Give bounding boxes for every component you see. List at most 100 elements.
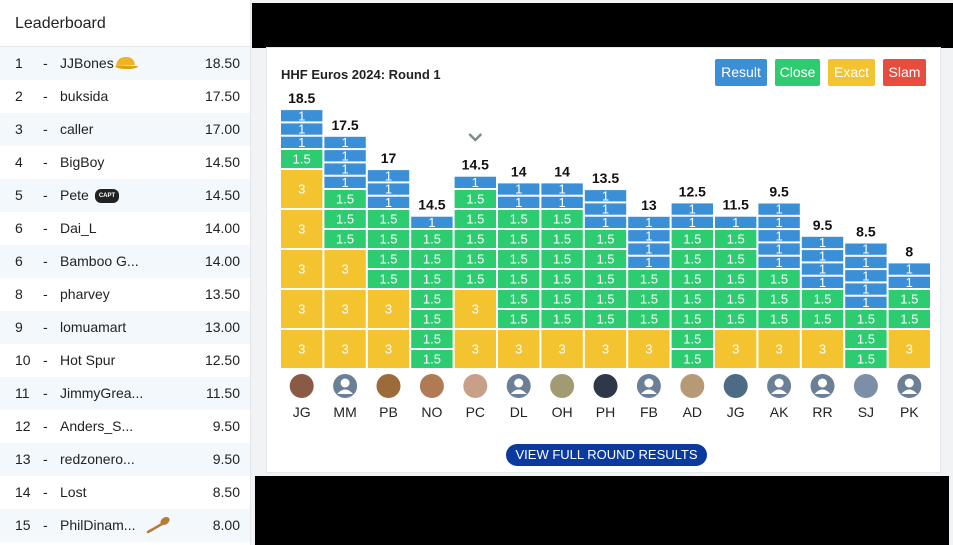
chart-segment (280, 135, 324, 149)
player-name: JJBones (60, 55, 114, 71)
chart-segment (540, 209, 584, 229)
segment-label: 1.5 (683, 312, 701, 327)
chart-segment (757, 329, 801, 369)
leaderboard-row[interactable]: 5 - Pete 14.50 CAPT (0, 179, 250, 212)
photo-avatar-icon (723, 374, 748, 398)
rank-number: 13 (15, 451, 31, 467)
player-name: caller (60, 121, 94, 137)
player-score: 9.50 (212, 451, 240, 467)
leaderboard-row[interactable]: 13- redzonero... 9.50 (0, 443, 250, 476)
view-full-round-results-button[interactable]: VIEW FULL ROUND RESULTS (506, 444, 707, 466)
player-name: PhilDinam... (60, 517, 136, 533)
leaderboard-row[interactable]: 6 - Bamboo G... 14.00 (0, 245, 250, 278)
segment-label: 1 (689, 215, 696, 230)
segment-label: 3 (298, 262, 305, 277)
chart-segment (453, 249, 498, 269)
total-label: 8.5 (856, 224, 876, 240)
legend-exact-button[interactable]: Exact (828, 59, 875, 86)
player-score: 13.00 (204, 319, 240, 335)
player-name: JimmyGrea... (60, 385, 144, 401)
segment-label: 1.5 (857, 312, 875, 327)
segment-label: 1 (428, 215, 435, 230)
legend-close-button[interactable]: Close (775, 59, 820, 86)
chart-segment (887, 262, 931, 276)
segment-label: 1 (645, 242, 652, 257)
avatar-body (640, 389, 657, 394)
segment-label: 1.5 (553, 212, 571, 227)
segment-label: 3 (472, 302, 479, 317)
segment-label: 1 (558, 195, 565, 210)
leaderboard-row[interactable]: 2 - buksida 17.50 (0, 80, 250, 113)
chart-segment (887, 289, 931, 309)
leaderboard-row[interactable]: 6 - Dai_L 14.00 (0, 212, 250, 245)
chart-segment (453, 229, 498, 249)
chart-segment (280, 209, 324, 249)
segment-label: 1 (341, 135, 348, 150)
chart-segment (366, 249, 411, 269)
rank-number: 6 (15, 220, 23, 236)
player-score: 14.50 (204, 187, 240, 203)
player-name: pharvey (60, 286, 110, 302)
chart-segment (627, 255, 671, 269)
player-name: Anders_S... (60, 418, 134, 434)
segment-label: 3 (732, 342, 739, 357)
segment-label: 1 (645, 228, 652, 243)
total-label: 14 (511, 163, 527, 179)
segment-label: 1.5 (466, 232, 484, 247)
chart-segment (583, 202, 628, 216)
chart-segment (887, 275, 931, 289)
rank-separator: - (43, 121, 48, 137)
segment-label: 3 (341, 262, 348, 277)
leaderboard-row[interactable]: 14- Lost 8.50 (0, 476, 250, 509)
photo-avatar-icon (419, 374, 444, 398)
chart-segment (540, 195, 584, 209)
leaderboard-row[interactable]: 3 - caller 17.00 (0, 113, 250, 146)
rank-separator: - (43, 451, 48, 467)
chart-segment (280, 289, 324, 329)
total-label: 9.5 (813, 217, 833, 233)
chart-segment (453, 175, 498, 189)
segment-label: 1.5 (596, 272, 614, 287)
chart-segment (280, 109, 324, 123)
player-initials-label: DL (510, 404, 528, 420)
leaderboard-row[interactable]: 11- JimmyGrea... 11.50 (0, 377, 250, 410)
segment-label: 1 (341, 162, 348, 177)
player-score: 17.50 (204, 88, 240, 104)
leaderboard-row[interactable]: 10- Hot Spur 12.50 (0, 344, 250, 377)
legend-result-button[interactable]: Result (715, 59, 767, 86)
leaderboard-row[interactable]: 1 - JJBones 18.50 (0, 47, 250, 80)
leaderboard-row[interactable]: 8 - pharvey 13.50 (0, 278, 250, 311)
segment-label: 1.5 (553, 232, 571, 247)
chevron-down-icon (468, 133, 483, 142)
chart-segment (627, 289, 671, 309)
segment-label: 1 (819, 262, 826, 277)
chart-segment (887, 309, 931, 329)
leaderboard-row[interactable]: 9 - lomuamart 13.00 (0, 311, 250, 344)
segment-label: 1 (472, 175, 479, 190)
photo-avatar-icon (853, 374, 878, 398)
leaderboard-row[interactable]: 12- Anders_S... 9.50 (0, 410, 250, 443)
total-label: 9.5 (769, 184, 789, 200)
rank-separator: - (43, 484, 48, 500)
chart-segment (497, 309, 541, 329)
chart-segment (540, 289, 584, 309)
rank-number: 15 (15, 517, 31, 533)
segment-label: 1.5 (336, 232, 354, 247)
total-label: 17 (381, 150, 397, 166)
player-name: BigBoy (60, 154, 105, 170)
chart-segment (280, 169, 324, 209)
segment-label: 1.5 (466, 252, 484, 267)
segment-label: 3 (298, 222, 305, 237)
total-label: 14.5 (418, 197, 445, 213)
legend-slam-button[interactable]: Slam (883, 59, 926, 86)
leaderboard-row[interactable]: 4 - BigBoy 14.50 (0, 146, 250, 179)
player-name: Hot Spur (60, 352, 116, 368)
segment-label: 1.5 (596, 232, 614, 247)
leaderboard-row[interactable]: 15- PhilDinam... 8.00 (0, 509, 250, 542)
segment-label: 1.5 (466, 192, 484, 207)
segment-label: 1.5 (596, 252, 614, 267)
chart-segment (497, 182, 541, 196)
rank-separator: - (43, 418, 48, 434)
chart-segment (670, 249, 715, 269)
chart-segment (366, 209, 411, 229)
